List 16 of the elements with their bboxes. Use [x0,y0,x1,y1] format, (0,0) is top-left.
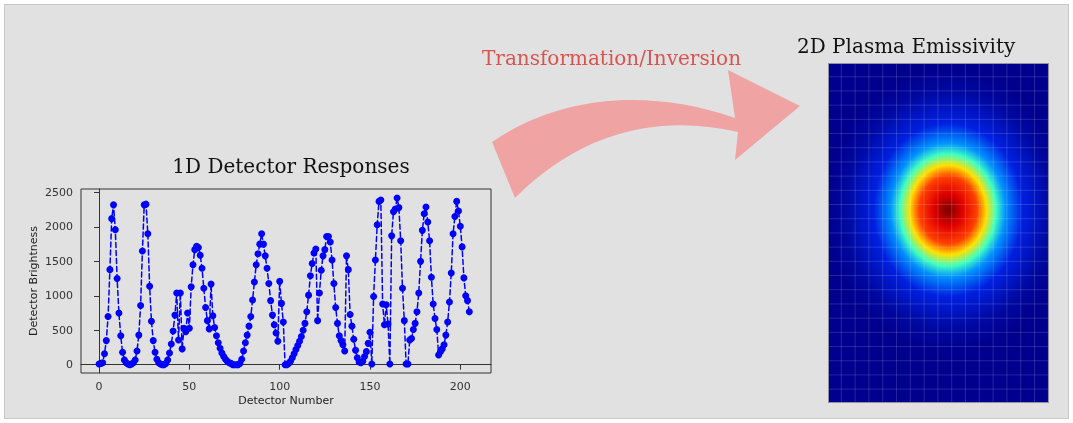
x-tick-label: 100 [269,380,291,393]
y-tick-label: 500 [52,323,73,337]
text: Transformation/Inversion [482,46,742,70]
y-tick-label: 1000 [45,289,73,303]
y-tick-label: 1500 [45,254,73,268]
x-tick-label: 150 [359,380,381,393]
y-tick-label: 2000 [45,220,73,234]
y-tick-label: 0 [66,358,73,372]
text: 2D Plasma Emissivity [797,34,1016,58]
y-tick-label: 2500 [45,185,73,199]
x-tick-label: 0 [95,380,103,393]
x-axis-title: Detector Number [238,394,335,407]
x-tick-label: 50 [182,380,197,393]
x-tick-label: 200 [449,380,471,393]
chart-title: 1D Detector Responses [172,154,410,178]
y-axis-title: Detector Brightness [27,225,40,337]
